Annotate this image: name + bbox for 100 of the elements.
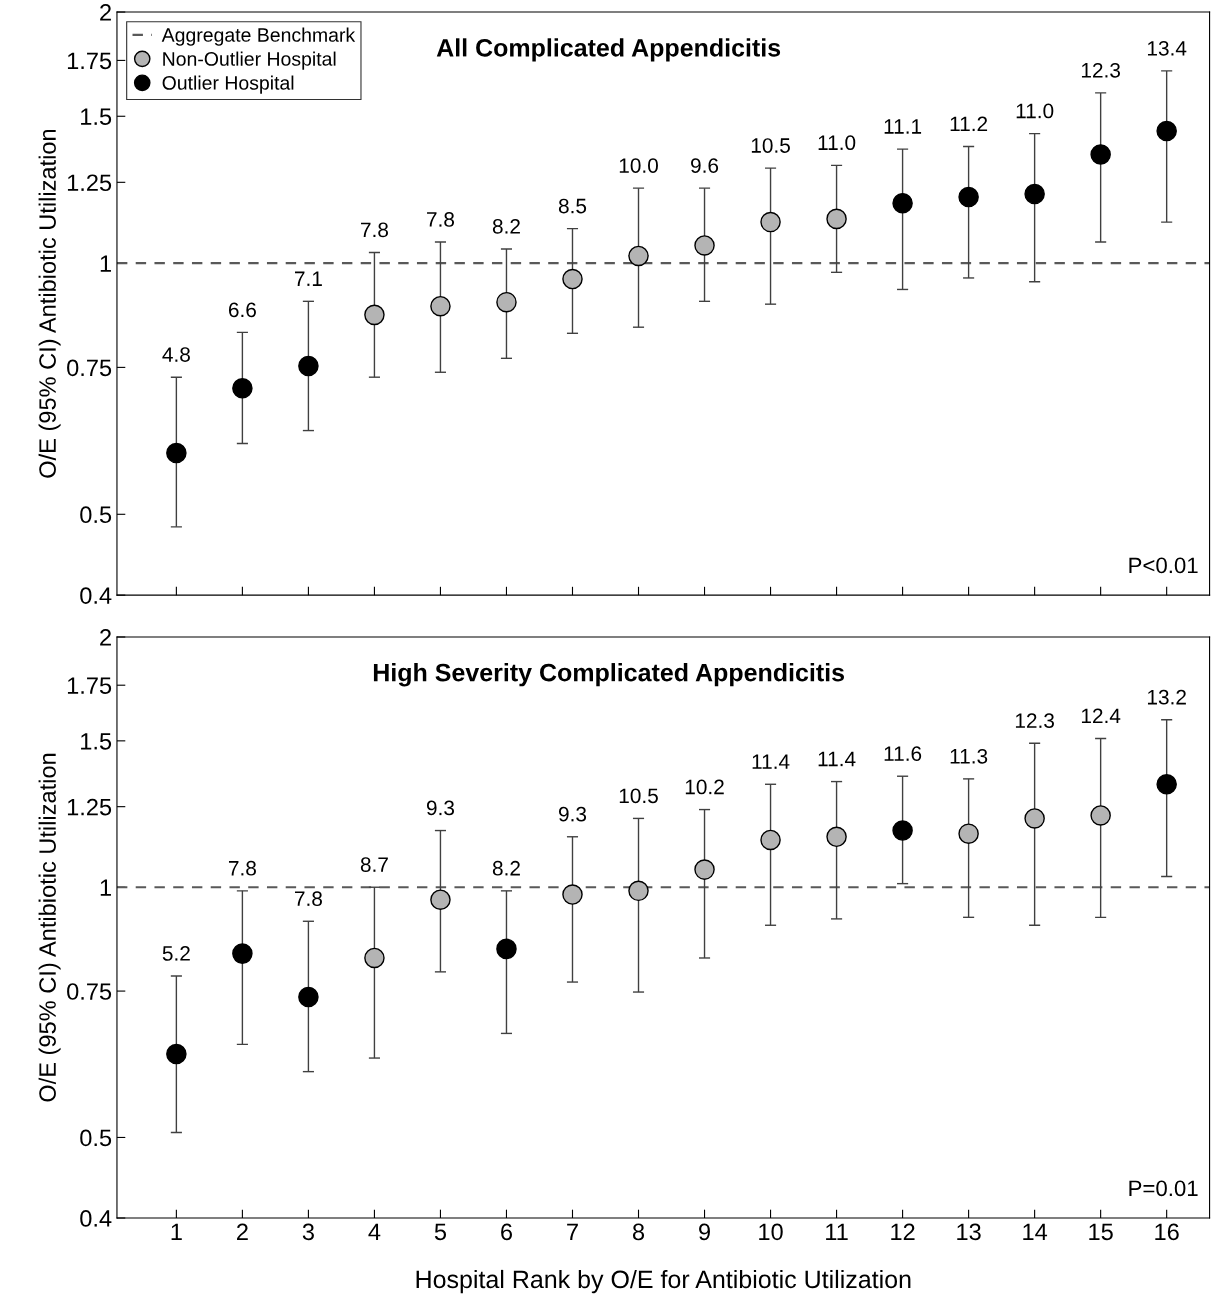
point <box>1090 144 1111 165</box>
y-tick-label: 1.25 <box>67 174 112 192</box>
point <box>694 235 715 256</box>
legend-label: Outlier Hospital <box>162 75 294 94</box>
x-axis-title: Hospital Rank by O/E for Antibiotic Utilization <box>416 1269 911 1294</box>
annotation: 7.8 <box>361 222 389 238</box>
point <box>430 889 451 910</box>
annotation: 7.8 <box>427 212 455 227</box>
annotation: 11.0 <box>1016 103 1054 119</box>
point <box>1156 120 1177 142</box>
point <box>1156 774 1177 795</box>
y-axis-title: O/E (95% CI) Antibiotic Utilization <box>38 129 61 478</box>
annotation: 11.4 <box>818 751 856 767</box>
annotation: 8.5 <box>558 198 587 214</box>
x-tick-label: 11 <box>826 1223 848 1240</box>
x-tick-label: 10 <box>759 1223 783 1241</box>
point <box>562 268 583 290</box>
annotation: 13.4 <box>1147 40 1187 56</box>
point <box>628 880 649 902</box>
annotation: 13.2 <box>1147 689 1186 705</box>
annotation: 10.2 <box>685 779 724 795</box>
annotation: 9.3 <box>558 806 587 822</box>
text: All Complicated Appendicitis <box>436 38 781 62</box>
y-tick-label: 1.75 <box>67 52 112 70</box>
annotation: 11.2 <box>950 116 988 132</box>
x-tick-label: 3 <box>302 1223 314 1241</box>
y-tick-label: 0.5 <box>80 506 112 524</box>
x-tick-label: 12 <box>891 1223 915 1240</box>
x-tick-label: 14 <box>1023 1223 1048 1240</box>
annotation: 7.1 <box>295 271 322 286</box>
point <box>232 943 253 964</box>
point <box>298 986 319 1008</box>
point <box>1024 808 1045 829</box>
point <box>892 192 913 214</box>
point <box>1024 183 1045 205</box>
annotation: 10.5 <box>751 138 790 153</box>
point <box>232 378 253 399</box>
annotation: 12.4 <box>1081 708 1121 724</box>
annotation: 5.2 <box>162 946 190 961</box>
y-tick-label: 1.5 <box>81 733 112 750</box>
annotation: 9.6 <box>691 158 719 173</box>
point <box>892 820 913 841</box>
point <box>826 826 847 848</box>
y-tick-label: 2 <box>100 629 111 646</box>
annotation: 7.8 <box>228 860 256 876</box>
y-tick-label: 1.75 <box>67 677 112 694</box>
y-tick-label: 0.75 <box>67 983 112 1000</box>
x-tick-label: 5 <box>434 1223 447 1241</box>
x-tick-label: 15 <box>1089 1223 1113 1241</box>
legend-label: Aggregate Benchmark <box>161 27 356 46</box>
y-tick-label: 1.5 <box>81 108 112 126</box>
point <box>958 186 979 208</box>
x-tick-label: 4 <box>368 1223 381 1240</box>
point <box>496 938 517 960</box>
annotation: P=0.01 <box>1129 1180 1198 1197</box>
annotation: 12.3 <box>1081 62 1120 78</box>
point <box>1090 805 1111 826</box>
annotation: 11.4 <box>752 754 790 769</box>
annotation: 4.8 <box>162 347 190 362</box>
point <box>166 1043 187 1065</box>
annotation: 11.3 <box>950 748 988 764</box>
y-tick-label: 0.4 <box>80 1210 112 1227</box>
annotation: 11.6 <box>884 746 922 761</box>
point <box>826 208 847 230</box>
point <box>430 295 451 317</box>
point <box>166 442 187 464</box>
annotation: 11.0 <box>818 135 856 151</box>
y-tick-label: 1 <box>100 879 111 896</box>
text: High Severity Complicated Appendicitis <box>373 663 845 687</box>
x-tick-label: 1 <box>171 1223 182 1240</box>
y-tick-label: 0.4 <box>80 587 112 604</box>
annotation: 6.6 <box>228 302 256 318</box>
point <box>694 859 715 880</box>
annotation: 7.8 <box>295 891 322 907</box>
annotation: 9.3 <box>426 800 455 816</box>
point <box>760 829 781 851</box>
x-tick-label: 2 <box>237 1223 248 1240</box>
annotation: 10.5 <box>619 788 658 804</box>
y-tick-label: 0.75 <box>67 359 112 377</box>
annotation: 8.2 <box>492 860 520 876</box>
point <box>298 355 319 377</box>
point <box>628 245 649 267</box>
x-tick-label: 6 <box>501 1223 512 1241</box>
x-tick-label: 16 <box>1155 1223 1179 1241</box>
annotation: 8.7 <box>360 857 388 872</box>
x-tick-label: 7 <box>567 1223 578 1240</box>
annotation: 10.0 <box>619 158 658 173</box>
x-tick-label: 9 <box>699 1223 710 1241</box>
y-tick-label: 2 <box>100 4 111 21</box>
annotation: 8.2 <box>492 218 520 234</box>
y-tick-label: 1 <box>100 255 111 272</box>
point <box>760 211 781 233</box>
point <box>562 884 583 905</box>
x-tick-label: 8 <box>632 1223 645 1241</box>
point <box>958 823 979 844</box>
point <box>364 304 385 326</box>
x-tick-label: 13 <box>957 1223 981 1241</box>
annotation: 12.3 <box>1015 713 1054 729</box>
y-tick-label: 1.25 <box>67 798 112 816</box>
point <box>364 947 385 969</box>
